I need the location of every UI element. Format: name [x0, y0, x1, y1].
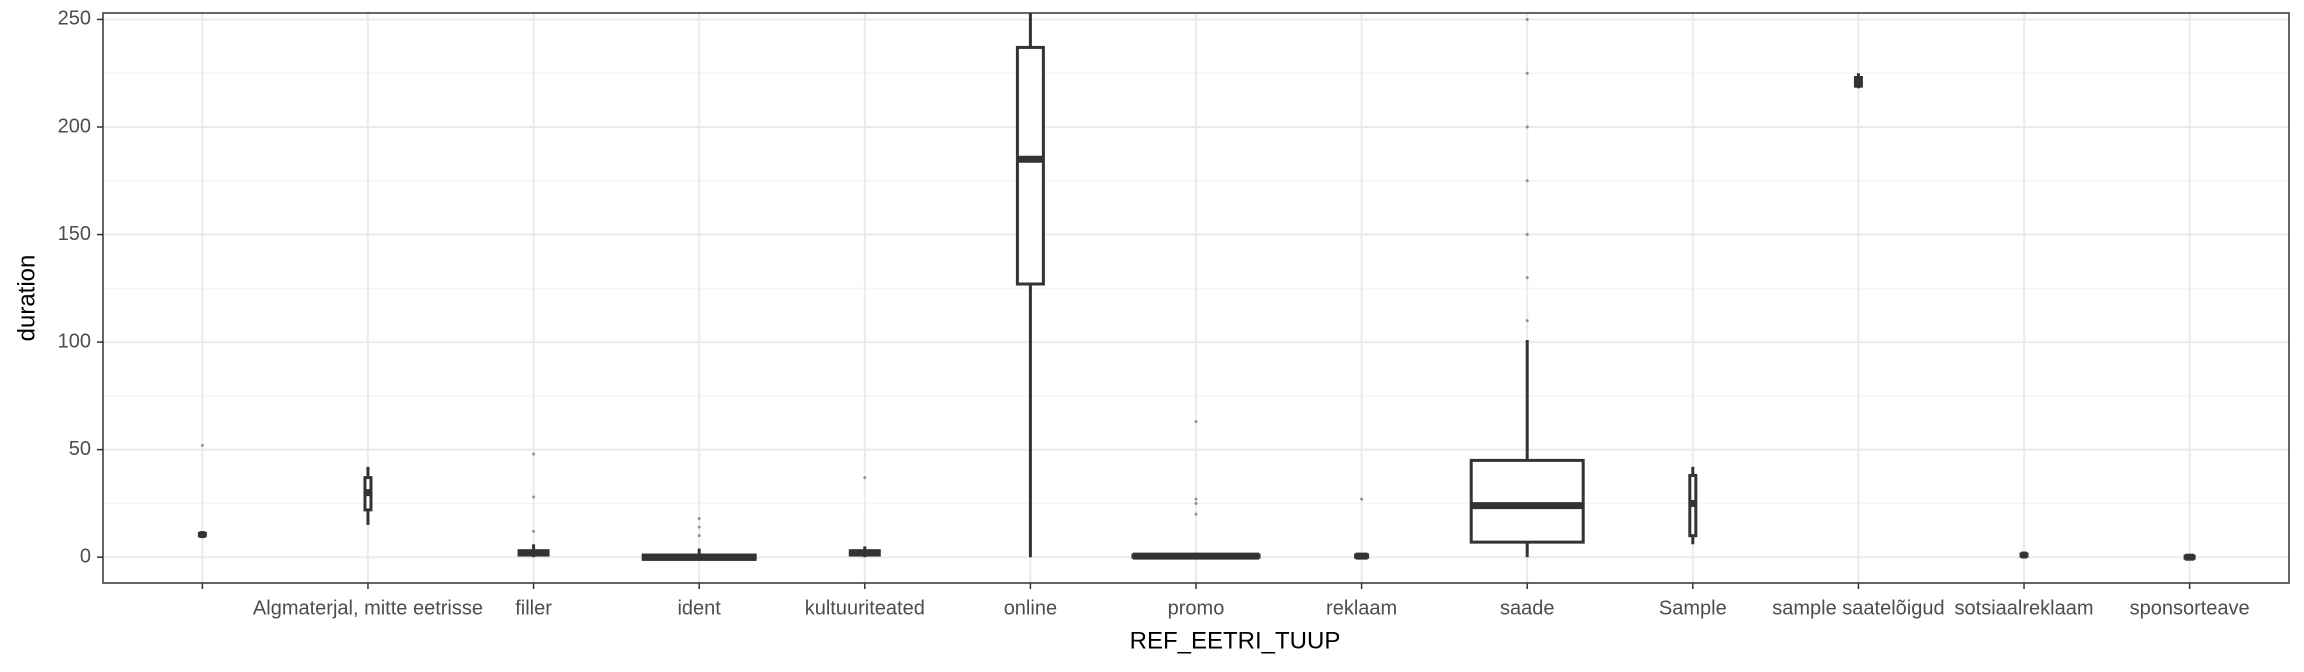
- x-tick-label: reklaam: [1326, 597, 1397, 619]
- outlier: [863, 476, 867, 480]
- outlier: [532, 452, 536, 456]
- y-tick-label: 0: [80, 545, 91, 567]
- y-tick-label: 100: [58, 330, 91, 352]
- x-tick-label: online: [1004, 597, 1057, 619]
- x-axis-title: REF_EETRI_TUUP: [1130, 627, 1341, 654]
- x-tick-label: ident: [677, 597, 721, 619]
- x-tick-label: Sample: [1659, 597, 1727, 619]
- outlier: [697, 534, 701, 538]
- x-tick-label: sponsorteave: [2130, 597, 2250, 619]
- x-tick-label: kultuuriteated: [805, 597, 925, 619]
- outlier: [1194, 497, 1198, 501]
- outlier: [697, 516, 701, 520]
- x-tick-label: promo: [1168, 597, 1225, 619]
- box: [1015, 45, 1045, 286]
- box: [1469, 458, 1585, 544]
- panel-border: [102, 12, 2290, 584]
- x-tick-label: sotsiaalreklaam: [1955, 597, 2094, 619]
- outlier: [1194, 501, 1198, 505]
- outlier: [1360, 497, 1364, 501]
- outlier: [532, 529, 536, 533]
- y-tick-label: 50: [69, 438, 91, 460]
- outlier: [1194, 512, 1198, 516]
- outlier: [1194, 420, 1198, 424]
- outlier: [200, 443, 204, 447]
- outlier: [1525, 319, 1529, 323]
- x-tick-label: filler: [515, 597, 552, 619]
- x-tick-label: sample saatelõigud: [1772, 597, 1944, 619]
- y-tick-label: 250: [58, 8, 91, 30]
- y-axis-title: duration: [13, 255, 40, 342]
- outlier: [1525, 233, 1529, 237]
- outlier: [1525, 125, 1529, 129]
- y-tick-label: 200: [58, 115, 91, 137]
- outlier: [1525, 17, 1529, 21]
- outlier: [1525, 276, 1529, 280]
- outlier: [1525, 179, 1529, 183]
- y-tick-label: 150: [58, 223, 91, 245]
- outlier: [532, 495, 536, 499]
- x-tick-label: saade: [1500, 597, 1555, 619]
- outlier: [697, 525, 701, 529]
- outlier: [1525, 71, 1529, 75]
- x-tick-label: Algmaterjal, mitte eetrisse: [253, 597, 483, 619]
